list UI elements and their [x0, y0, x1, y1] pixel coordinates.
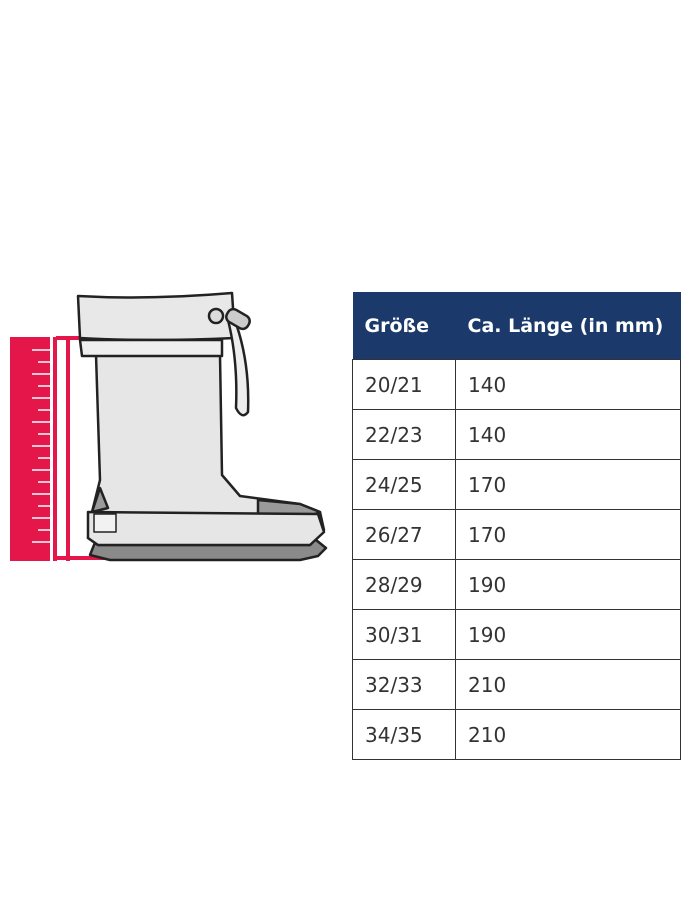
length-cell: 140	[455, 359, 681, 410]
table-row: 28/29 190	[352, 559, 681, 610]
header-row: Größe Ca. Länge (in mm)	[352, 292, 681, 360]
length-cell: 170	[455, 509, 681, 560]
length-cell: 170	[455, 459, 681, 510]
boot	[76, 291, 328, 562]
size-cell: 30/31	[352, 609, 456, 660]
size-cell: 28/29	[352, 559, 456, 610]
length-cell: 190	[455, 559, 681, 610]
table-row: 34/35 210	[352, 709, 681, 760]
table-row: 26/27 170	[352, 509, 681, 560]
length-cell: 210	[455, 709, 681, 760]
boot-illustration	[10, 291, 328, 562]
length-cell: 190	[455, 609, 681, 660]
size-cell: 34/35	[352, 709, 456, 760]
header-cell: Größe	[352, 292, 456, 360]
size-cell: 26/27	[352, 509, 456, 560]
table-row: 24/25 170	[352, 459, 681, 510]
table-row: 22/23 140	[352, 409, 681, 460]
header-cell: Ca. Länge (in mm)	[455, 292, 681, 360]
size-cell: 20/21	[352, 359, 456, 410]
table-body: 20/21 140 22/23 140 24/25 170 26/27 170 28/29 190…	[352, 359, 681, 760]
table-row: 32/33 210	[352, 659, 681, 710]
size-table: Größe Ca. Länge (in mm) 20/21 140 22/23 140 2…	[352, 292, 681, 760]
table-row: 30/31 190	[352, 609, 681, 660]
length-cell: 140	[455, 409, 681, 460]
size-cell: 32/33	[352, 659, 456, 710]
size-cell: 24/25	[352, 459, 456, 510]
size-cell: 22/23	[352, 409, 456, 460]
length-cell: 210	[455, 659, 681, 710]
table-row: 20/21 140	[352, 359, 681, 410]
